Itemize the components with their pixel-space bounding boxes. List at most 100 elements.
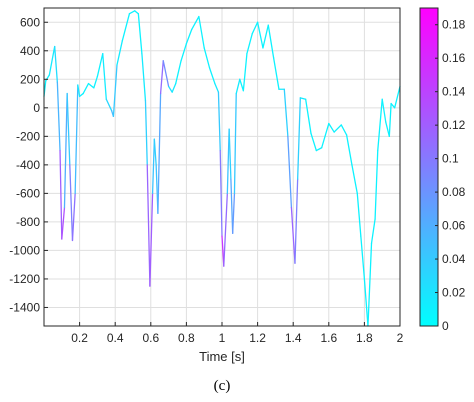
colorbar-tick-label: 0.06	[442, 219, 466, 233]
series-segment	[351, 164, 358, 195]
series-segment	[340, 124, 348, 136]
series-segment	[185, 28, 193, 45]
series-segment	[141, 52, 147, 102]
colorbar-tick-label: 0	[442, 319, 449, 333]
series-segment	[61, 206, 66, 240]
y-tick-label: -600	[16, 186, 40, 200]
series-segment	[180, 43, 188, 62]
series-segment	[305, 98, 312, 135]
series-segment	[144, 100, 148, 166]
colorbar-tick-label: 0.08	[442, 185, 466, 199]
series-segment	[146, 164, 151, 287]
series-segment	[294, 178, 299, 264]
series-segment	[191, 15, 200, 31]
series-segment	[171, 82, 177, 93]
series-segment	[370, 218, 376, 244]
colorbar-tick-label: 0.16	[442, 51, 466, 65]
series-segment	[321, 122, 330, 149]
series-segment	[233, 92, 237, 195]
series-segment	[78, 92, 84, 98]
y-tick-label: 400	[20, 44, 40, 58]
series-segment	[82, 82, 90, 95]
series-segment	[388, 102, 392, 137]
x-tick-label: 0.2	[71, 331, 88, 345]
series-segment	[74, 84, 79, 195]
colorbar-tick-label: 0.02	[442, 286, 466, 300]
series-segment	[232, 192, 236, 234]
series-segment	[299, 97, 307, 100]
series-segment	[217, 91, 221, 152]
y-tick-label: 0	[33, 101, 40, 115]
series-segment	[394, 85, 401, 109]
colorbar-tick-label: 0.1	[442, 152, 459, 166]
series-segment	[121, 13, 131, 42]
series-segment	[134, 10, 139, 15]
colorbar-tick-label: 0.14	[442, 85, 466, 99]
series-segment	[328, 122, 335, 133]
series-segment	[159, 60, 164, 95]
series-segment	[153, 138, 157, 166]
y-tick-label: -1400	[9, 300, 40, 314]
series-segment	[256, 21, 264, 49]
x-axis-label: Time [s]	[199, 349, 245, 364]
series-segment	[381, 98, 387, 123]
series-segment	[356, 192, 362, 237]
colorbar-tick-label: 0.12	[442, 118, 466, 132]
x-tick-label: 0.8	[178, 331, 195, 345]
series-segment	[77, 84, 81, 98]
colorbar-ticks: 0 0.02 0.04 0.06 0.08 0.1 0.12 0.14 0.16 0.18	[435, 18, 466, 333]
series-segment	[48, 45, 56, 76]
series-segment	[162, 60, 170, 88]
series-segment	[116, 40, 123, 66]
series-segment	[374, 149, 379, 220]
series-segment	[262, 24, 269, 49]
x-axis-ticks: 0.2 0.4 0.6 0.8 1 1.2 1.4 1.6 1.8 2	[71, 322, 404, 345]
series-segment	[151, 138, 156, 195]
series-segment	[246, 33, 253, 55]
series-segment	[105, 98, 113, 112]
colorbar-tick-label: 0.18	[442, 18, 466, 32]
series-segment	[87, 82, 95, 89]
y-tick-label: -400	[16, 158, 40, 172]
series-segment	[333, 124, 342, 133]
series-segment	[272, 57, 280, 90]
series-segment	[290, 206, 296, 264]
series-segment	[230, 178, 234, 234]
series-segment	[63, 92, 68, 209]
x-tick-label: 1.4	[285, 331, 302, 345]
series-segment	[96, 52, 104, 78]
series-segment	[239, 78, 245, 92]
series-segment	[157, 92, 162, 215]
x-tick-label: 1.2	[249, 331, 266, 345]
series-segment	[208, 67, 216, 85]
series-segment	[112, 64, 118, 118]
series-segment	[137, 13, 143, 55]
colorbar	[419, 7, 439, 327]
series-segment	[360, 235, 366, 280]
series-segment	[54, 45, 58, 83]
y-tick-label: 600	[20, 15, 40, 29]
series-segment	[66, 92, 71, 166]
series-segment	[71, 192, 76, 242]
series-segment	[385, 121, 390, 137]
series-segment	[242, 52, 248, 92]
series-segment	[102, 52, 107, 100]
y-tick-label: -1200	[9, 272, 40, 286]
figure-caption: (c)	[214, 378, 231, 394]
series-segment	[167, 85, 173, 93]
series-segment	[149, 192, 154, 287]
series-segment	[235, 78, 241, 95]
series-segment	[59, 149, 63, 240]
series-segment	[56, 81, 61, 152]
series-segment	[310, 132, 317, 152]
series-segment	[251, 21, 259, 35]
x-tick-label: 1	[219, 331, 226, 345]
series-segment	[93, 75, 99, 89]
series-segment	[267, 24, 275, 59]
x-tick-label: 0.6	[142, 331, 159, 345]
series-segment	[377, 98, 383, 152]
y-axis-ticks: 600 400 200 0 -200 -400 -600 -800 -1000 -1200 -140…	[9, 15, 48, 314]
series-segment	[226, 128, 230, 195]
series-segment	[345, 134, 353, 166]
